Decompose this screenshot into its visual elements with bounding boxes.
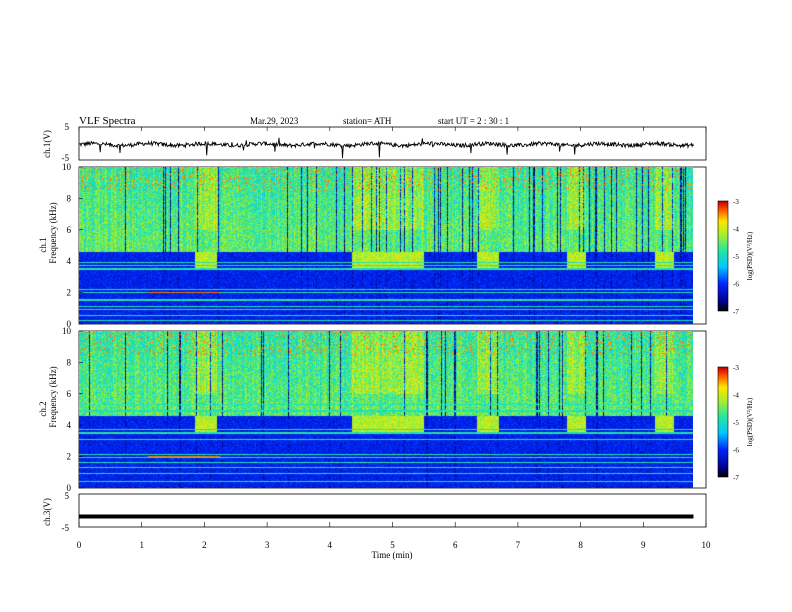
colorbar-tick-label: -7 <box>733 308 739 316</box>
ch3-ytick-bottom: -5 <box>62 523 70 533</box>
time-tick-label: 8 <box>578 540 583 550</box>
ch2-freq-ticks: 0 2 4 6 8 10 <box>62 326 83 493</box>
colorbar-tick-label: -4 <box>733 226 739 234</box>
ch1-ylabel: ch.1(V) <box>42 130 52 158</box>
colorbar-tick-label: -5 <box>733 253 739 261</box>
ch2-channel-label: ch.2 <box>38 401 48 416</box>
time-axis-label: Time (min) <box>372 550 413 560</box>
ch2-frequency-label: Frequency (kHz) <box>48 366 58 427</box>
time-tick-label: 1 <box>139 540 144 550</box>
time-tick-label: 2 <box>202 540 207 550</box>
freq-tick-label: 2 <box>67 452 72 462</box>
ch1-channel-label: ch.1 <box>38 237 48 252</box>
ch1-waveform-panel: 5 -5 ch.1(V) <box>42 122 707 163</box>
start-ut-label: start UT = 2 : 30 : 1 <box>438 116 509 126</box>
figure-title: VLF Spectra <box>79 115 136 127</box>
colorbar-tick-label: -6 <box>733 281 739 289</box>
time-tick-label: 9 <box>641 540 646 550</box>
ch1-freq-ticks: 0 2 4 6 8 10 <box>62 162 83 329</box>
ch1-waveform-trace <box>79 137 694 159</box>
freq-tick-label: 2 <box>67 288 72 298</box>
time-tick-label: 10 <box>702 540 712 550</box>
time-tick-label: 4 <box>328 540 333 550</box>
freq-tick-label: 10 <box>62 162 72 172</box>
colorbar-tick-label: -3 <box>733 198 739 206</box>
freq-tick-label: 0 <box>67 483 72 493</box>
ch1-frequency-label: Frequency (kHz) <box>48 202 58 263</box>
time-tick-label: 5 <box>390 540 395 550</box>
ch1-colorbar: -3 -4 -5 -6 -7 log(PSD)(V²/Hz) <box>717 198 754 316</box>
freq-tick-label: 6 <box>67 389 72 399</box>
freq-tick-label: 4 <box>67 256 72 266</box>
time-tick-label: 6 <box>453 540 458 550</box>
time-tick-label: 3 <box>265 540 270 550</box>
ch2-colorbar: -3 -4 -5 -6 -7 log(PSD)(V²/Hz) <box>717 364 754 482</box>
ch1-colorbar-gradient <box>718 201 728 311</box>
ch2-colorbar-ticks: -3 -4 -5 -6 -7 <box>733 364 739 482</box>
ch2-spectrogram-panel: 0 2 4 6 8 10 ch.2 Frequency (kHz) <box>38 326 707 493</box>
colorbar-tick-label: -7 <box>733 474 739 482</box>
date-label: Mar.29, 2023 <box>250 116 299 126</box>
freq-tick-label: 0 <box>67 319 72 329</box>
freq-tick-label: 10 <box>62 326 72 336</box>
ch1-ytick-bottom: -5 <box>62 153 70 163</box>
colorbar-tick-label: -6 <box>733 447 739 455</box>
ch2-spectrogram-image <box>79 331 693 488</box>
colorbar-tick-label: -4 <box>733 392 739 400</box>
freq-tick-label: 4 <box>67 420 72 430</box>
ch1-spectrogram-image <box>79 167 693 324</box>
colorbar-tick-label: -3 <box>733 364 739 372</box>
colorbar-tick-label: -5 <box>733 419 739 427</box>
station-label: station= ATH <box>343 116 392 126</box>
freq-tick-label: 8 <box>67 193 72 203</box>
ch1-colorbar-ticks: -3 -4 -5 -6 -7 <box>733 198 739 316</box>
freq-tick-label: 6 <box>67 225 72 235</box>
ch2-colorbar-gradient <box>718 367 728 477</box>
ch3-waveform-panel: 5 -5 ch.3(V) <box>42 491 707 533</box>
time-tick-label: 0 <box>77 540 82 550</box>
freq-tick-label: 8 <box>67 357 72 367</box>
ch1-spectrogram-panel: 0 2 4 6 8 10 ch.1 Frequency (kHz) <box>38 162 707 329</box>
ch1-colorbar-label: log(PSD)(V²/Hz) <box>746 231 754 280</box>
ch3-ytick-top: 5 <box>65 491 70 501</box>
time-tick-label: 7 <box>516 540 521 550</box>
time-axis: 0 1 2 3 4 5 6 7 8 9 10 <box>77 127 711 550</box>
ch3-ylabel: ch.3(V) <box>42 498 52 526</box>
ch1-ytick-top: 5 <box>65 122 70 132</box>
ch2-colorbar-label: log(PSD)(V²/Hz) <box>746 397 754 446</box>
